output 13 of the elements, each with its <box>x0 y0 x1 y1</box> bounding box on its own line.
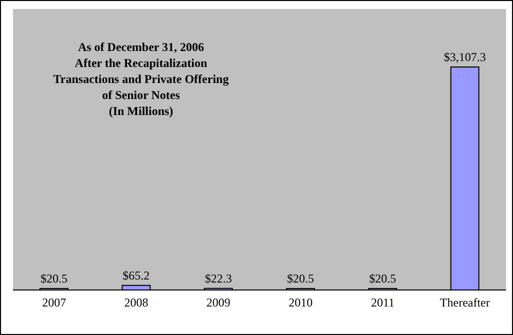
data-label: $22.3 <box>204 271 232 286</box>
text: As of December 31, 2006 After the Recapitalization Transactions and Private Offering of Senior Notes (In Millions) <box>52 39 230 119</box>
data-label: $20.5 <box>40 272 68 286</box>
data-label: $3,107.3 <box>444 50 486 64</box>
data-label: $65.2 <box>122 268 150 282</box>
x-tick-label: 2007 <box>42 296 66 310</box>
data-label: $20.5 <box>287 272 314 286</box>
x-tick-label: 2008 <box>124 296 148 310</box>
x-tick-label: 2011 <box>370 296 395 310</box>
x-tick-label: 2009 <box>206 296 230 310</box>
data-label: $20.5 <box>369 272 396 286</box>
x-tick-label: 2010 <box>288 296 313 310</box>
x-tick-label: Thereafter <box>440 296 490 310</box>
